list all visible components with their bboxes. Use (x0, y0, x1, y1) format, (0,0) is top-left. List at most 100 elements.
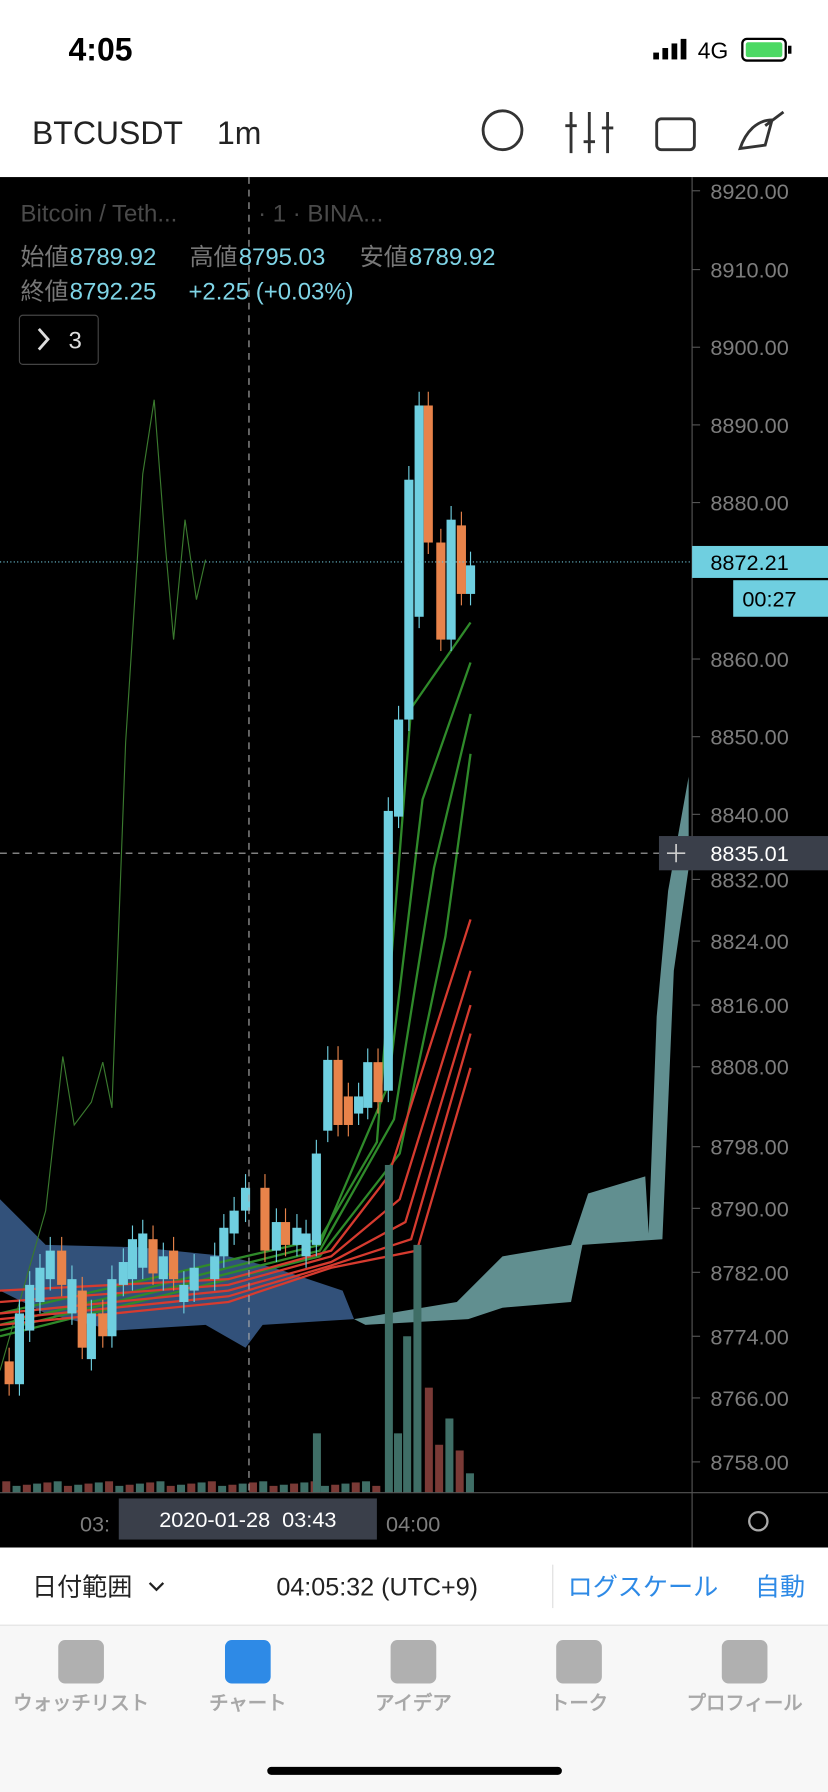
candle-body (333, 1059, 343, 1125)
candle-body (394, 719, 404, 817)
volume-bar (105, 1481, 114, 1493)
clock[interactable]: 04:05:32 (UTC+9) (276, 1574, 478, 1602)
candle-body (436, 542, 446, 640)
candle-body (86, 1313, 96, 1360)
volume-bar (197, 1482, 206, 1493)
status-time: 4:05 (69, 32, 133, 68)
price-label: 8850.00 (710, 725, 788, 750)
date-range[interactable]: 日付範囲 (32, 1574, 132, 1602)
auto-scale[interactable]: 自動 (755, 1574, 805, 1602)
candle-body (57, 1250, 67, 1285)
volume-bar (166, 1485, 175, 1493)
indicator-toggle[interactable] (18, 314, 99, 365)
price-label: 8766.00 (710, 1386, 788, 1411)
volume-bar (435, 1444, 444, 1493)
candle-body (138, 1233, 148, 1268)
volume-bar (43, 1482, 52, 1493)
header-icons (481, 109, 785, 154)
tab-icon[interactable] (224, 1640, 271, 1684)
home-indicator (267, 1766, 562, 1775)
candle-body (148, 1239, 158, 1274)
price-label: 8758.00 (710, 1450, 788, 1475)
volume-bar (455, 1450, 464, 1493)
settings-icon[interactable] (748, 1511, 769, 1532)
tab-label[interactable]: ウォッチリスト (13, 1693, 149, 1715)
time-label: 03: (80, 1512, 110, 1537)
tab-icon[interactable] (721, 1640, 768, 1684)
draw-icon[interactable] (737, 110, 785, 151)
ma-red (0, 1067, 472, 1326)
ma-red (0, 1004, 472, 1315)
tab-icon[interactable] (390, 1640, 437, 1684)
volume-bar (384, 1164, 393, 1493)
candle-body (240, 1187, 251, 1211)
price-label: 8900.00 (710, 335, 788, 360)
price-label: 8798.00 (710, 1135, 788, 1160)
candle-body (107, 1279, 117, 1337)
volume-bar (84, 1483, 93, 1493)
lagging-line (0, 399, 207, 1371)
crosshair-price: 8835.01 (710, 841, 788, 866)
tab-icon[interactable] (556, 1640, 602, 1684)
last-price: 8872.21 (710, 550, 788, 575)
price-label: 8774.00 (710, 1324, 788, 1349)
volume-bar (177, 1484, 186, 1493)
price-label: 8880.00 (710, 491, 788, 516)
volume-bar (331, 1484, 340, 1493)
log-scale[interactable]: ログスケール (568, 1574, 719, 1602)
volume-bar (33, 1483, 42, 1493)
candle-body (14, 1313, 24, 1385)
chart-drawing (0, 391, 689, 1493)
price-label: 8832.00 (710, 867, 788, 892)
candle-body (271, 1222, 281, 1251)
last-price-tag (692, 545, 828, 578)
candle-body (127, 1239, 138, 1280)
lock-icon[interactable] (655, 117, 696, 152)
candle-body (169, 1250, 179, 1280)
candle-body (323, 1059, 333, 1131)
candle-body (301, 1233, 311, 1257)
price-label: 8816.00 (710, 993, 788, 1018)
volume-bar (445, 1418, 454, 1493)
battery-icon (741, 37, 792, 62)
interval[interactable]: 1m (217, 115, 261, 151)
volume-bar (22, 1484, 31, 1493)
ma-red (0, 970, 472, 1304)
volume-bar (135, 1483, 144, 1493)
volume-bar (125, 1484, 134, 1493)
candle-body (210, 1256, 220, 1280)
ohlc-value: 8789.92 (409, 244, 496, 271)
volume-bar (2, 1481, 11, 1493)
price-label: 8808.00 (710, 1055, 788, 1080)
price-label: 8782.00 (710, 1260, 788, 1285)
volume-bar (269, 1485, 278, 1493)
volume-bar (156, 1481, 165, 1493)
symbol[interactable]: BTCUSDT (32, 115, 183, 151)
volume-bar (394, 1433, 403, 1493)
candle-body (446, 519, 456, 640)
volume-bar (413, 1244, 422, 1493)
volume-bar (12, 1485, 21, 1493)
indicator-icon[interactable] (565, 111, 614, 154)
ohlc-value: 8789.92 (70, 244, 157, 271)
tab-label[interactable]: チャート (209, 1693, 286, 1715)
price-label: 8890.00 (710, 413, 788, 438)
volume-bar (465, 1473, 474, 1493)
tab-icon[interactable] (58, 1640, 104, 1684)
tab-label[interactable]: アイデア (375, 1692, 452, 1715)
tabs: ウォッチリスト チャート アイデア トーク プロフィール (13, 1640, 803, 1715)
ohlc-label: 安値 (360, 244, 408, 271)
volume-bar (279, 1484, 288, 1493)
alarm-icon[interactable] (481, 109, 524, 152)
price-label: 8790.00 (710, 1196, 788, 1221)
volume-bar (424, 1387, 433, 1493)
tab-label[interactable]: プロフィール (687, 1692, 803, 1715)
ma-red (0, 919, 472, 1292)
tab-label[interactable]: トーク (550, 1693, 608, 1715)
crosshair-price-tag (658, 836, 828, 871)
candle-body (292, 1227, 302, 1245)
candle-body (118, 1262, 128, 1285)
price-label: 8840.00 (710, 802, 788, 827)
price-label: 8860.00 (710, 647, 788, 672)
candle-body (343, 1096, 353, 1125)
